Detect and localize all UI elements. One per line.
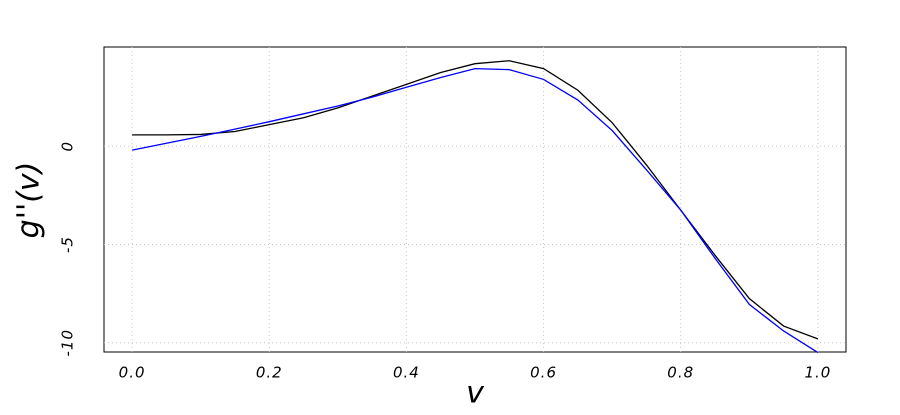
- line-series: [132, 60, 819, 340]
- x-tick-label: 1.0: [804, 364, 831, 382]
- y-tick-label: -10: [59, 329, 77, 357]
- x-tick-label: 0.4: [393, 364, 420, 382]
- x-axis-title: v: [466, 376, 485, 411]
- y-axis-title: g''(v): [12, 162, 47, 239]
- line-series: [131, 67, 819, 354]
- x-tick-label: 0.8: [667, 364, 694, 382]
- x-tick-label: 0.6: [530, 364, 557, 382]
- x-tick-label: 0.2: [256, 364, 283, 382]
- plot-frame: [103, 46, 847, 353]
- y-tick-label: -5: [59, 236, 77, 253]
- y-tick-label: 0: [59, 141, 77, 152]
- x-tick-label: 0.0: [119, 364, 146, 382]
